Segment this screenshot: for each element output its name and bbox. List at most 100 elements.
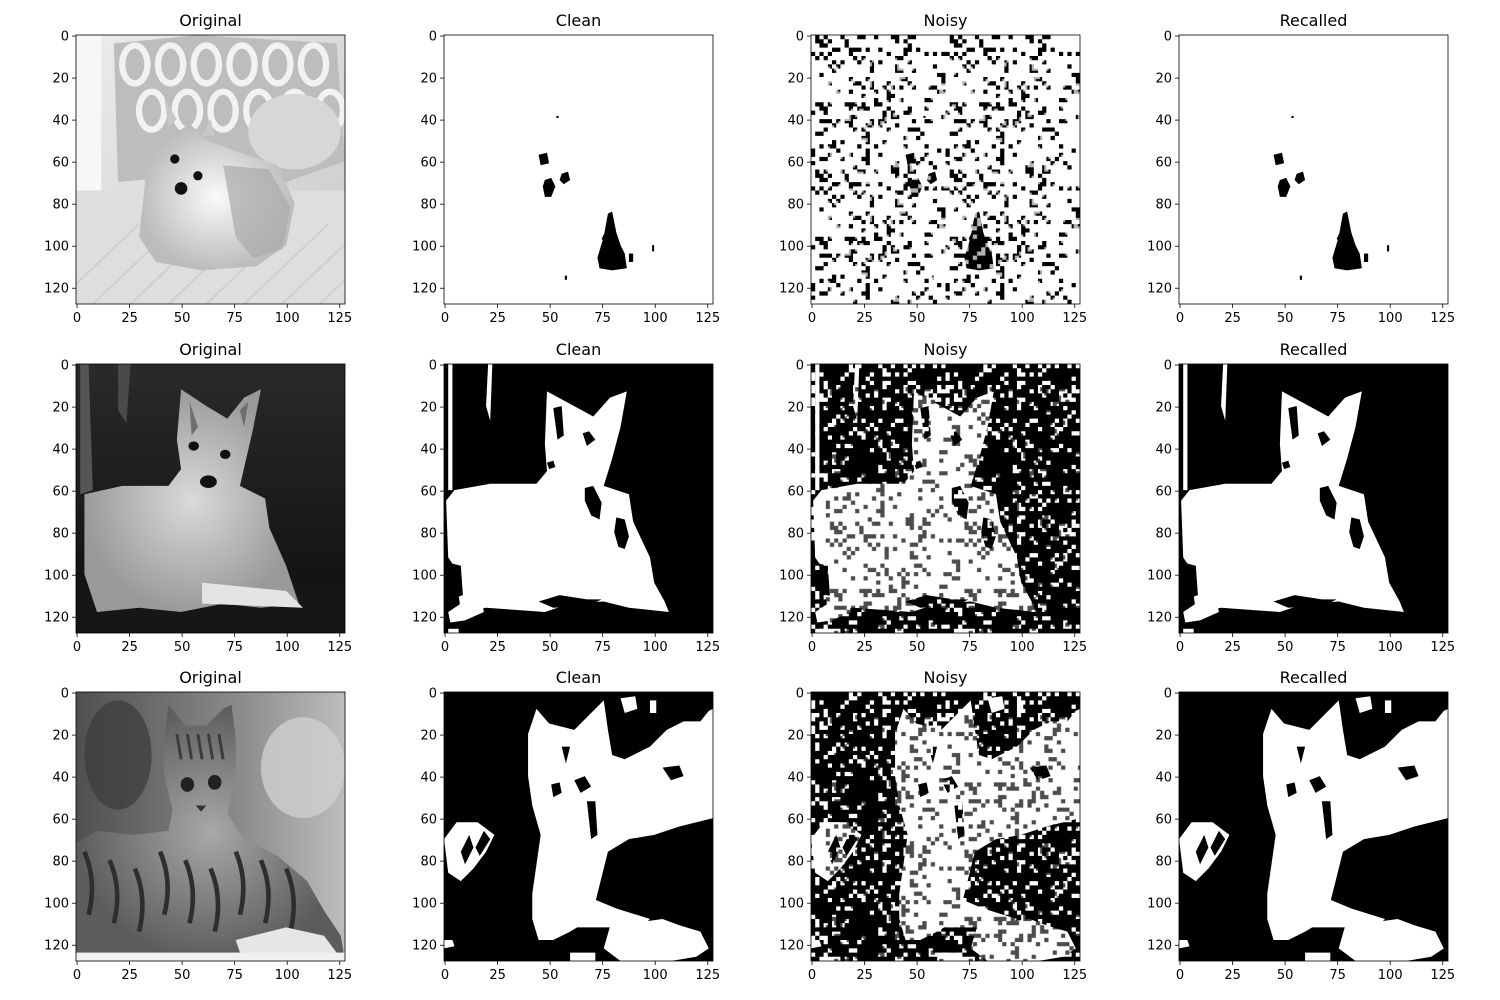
panel-original: Original 0 25 50 75 100 125 0 20 40 60 80 100 120 — [44, 668, 352, 983]
y-tick-label: 100 — [779, 569, 804, 584]
x-tick-label: 25 — [489, 640, 506, 655]
y-tick-label: 60 — [52, 156, 69, 171]
y-tick-label: 0 — [1164, 30, 1172, 45]
y-tick-label: 20 — [787, 729, 804, 744]
y-tick-label: 20 — [420, 72, 437, 87]
mask-region — [542, 177, 556, 197]
y-tick-label: 20 — [420, 401, 437, 416]
panel-title: Clean — [556, 11, 601, 30]
y-tick-label: 60 — [420, 156, 437, 171]
panel-title: Noisy — [923, 11, 967, 30]
mask-region — [649, 700, 657, 714]
y-tick-label: 120 — [44, 939, 69, 954]
mask-region — [538, 152, 550, 166]
axes-frame — [1178, 34, 1449, 305]
mask-hole — [450, 563, 463, 598]
x-tick-label: 75 — [594, 640, 611, 655]
mask-hole — [1185, 563, 1198, 598]
x-tick-label: 125 — [695, 311, 720, 326]
y-tick-label: 60 — [1155, 813, 1172, 828]
y-tick-label: 20 — [1155, 401, 1172, 416]
y-tick-label: 100 — [1147, 897, 1172, 912]
y-tick-label: 100 — [412, 897, 437, 912]
y-tick-label: 100 — [44, 569, 69, 584]
x-tick-label: 75 — [226, 640, 243, 655]
x-tick-label: 125 — [1430, 640, 1455, 655]
axes-frame — [75, 691, 346, 962]
panel-image-grayscale-photo — [76, 35, 345, 304]
x-tick-label: 75 — [1329, 311, 1346, 326]
y-tick-label: 120 — [44, 611, 69, 626]
panel-title: Original — [179, 11, 242, 30]
panel-image-recalled — [1179, 692, 1448, 961]
panel-original: Original 0 25 50 75 100 125 0 20 40 60 80 100 120 — [44, 340, 352, 655]
mask-region — [1179, 939, 1190, 949]
axes-frame — [810, 691, 1081, 962]
mask-region — [1338, 918, 1444, 961]
x-tick-label: 0 — [808, 640, 816, 655]
noise-overlay — [825, 387, 1080, 633]
x-tick-label: 25 — [489, 311, 506, 326]
mask-region — [559, 171, 571, 185]
x-tick-label: 100 — [275, 311, 300, 326]
x-tick-label: 50 — [1277, 640, 1294, 655]
mask-region — [1277, 177, 1291, 197]
x-tick-label: 0 — [441, 311, 449, 326]
x-tick-label: 50 — [909, 311, 926, 326]
x-tick-label: 0 — [73, 311, 81, 326]
y-tick-label: 40 — [420, 771, 437, 786]
x-tick-label: 50 — [1277, 968, 1294, 983]
y-tick-label: 80 — [420, 198, 437, 213]
x-tick-label: 0 — [808, 968, 816, 983]
panel-image-noisy-thresholded — [811, 364, 1080, 633]
y-tick-label: 100 — [779, 897, 804, 912]
y-tick-label: 80 — [52, 855, 69, 870]
y-tick-label: 40 — [787, 771, 804, 786]
panel-title: Clean — [556, 340, 601, 359]
mask-hole — [1273, 595, 1337, 608]
mask-region — [628, 253, 634, 262]
x-tick-label: 50 — [909, 640, 926, 655]
y-tick-label: 0 — [796, 687, 804, 702]
x-tick-label: 0 — [73, 640, 81, 655]
x-tick-label: 75 — [1329, 640, 1346, 655]
mask-region — [1355, 696, 1373, 714]
x-tick-label: 25 — [856, 640, 873, 655]
mask-hole — [1319, 485, 1337, 520]
mask-region — [1299, 275, 1302, 280]
panel-recalled: Recalled 0 25 50 75 100 125 0 20 40 60 80 100 120 — [1147, 11, 1455, 326]
y-tick-label: 120 — [412, 939, 437, 954]
axes-frame — [443, 691, 714, 962]
x-tick-label: 125 — [695, 968, 720, 983]
x-tick-label: 50 — [909, 968, 926, 983]
y-tick-label: 60 — [420, 813, 437, 828]
x-tick-label: 100 — [1010, 640, 1035, 655]
x-tick-label: 25 — [1224, 311, 1241, 326]
mask-region — [1181, 391, 1404, 612]
y-tick-label: 100 — [779, 240, 804, 255]
x-tick-label: 125 — [327, 640, 352, 655]
y-tick-label: 20 — [787, 72, 804, 87]
panel-image-thresholded — [444, 35, 713, 304]
panel-title: Recalled — [1280, 340, 1348, 359]
mask-hole — [1321, 801, 1333, 840]
mask-hole — [1281, 460, 1291, 470]
y-tick-label: 40 — [1155, 771, 1172, 786]
axes-frame — [1178, 363, 1449, 634]
y-tick-label: 120 — [779, 939, 804, 954]
noise-overlay — [825, 715, 1080, 961]
mask-hole — [582, 431, 596, 446]
mask-region — [603, 918, 709, 961]
panel-recalled: Recalled 0 25 50 75 100 125 0 20 40 60 80 100 120 — [1147, 668, 1455, 983]
mask-region — [1221, 364, 1228, 421]
mask-hole — [586, 801, 598, 840]
x-tick-label: 75 — [226, 968, 243, 983]
y-tick-label: 40 — [787, 443, 804, 458]
mask-hole — [1286, 782, 1297, 798]
mask-hole — [1296, 746, 1306, 764]
y-tick-label: 80 — [420, 855, 437, 870]
panel-title: Recalled — [1280, 11, 1348, 30]
x-tick-label: 25 — [1224, 968, 1241, 983]
y-tick-label: 0 — [429, 30, 437, 45]
y-tick-label: 60 — [52, 485, 69, 500]
